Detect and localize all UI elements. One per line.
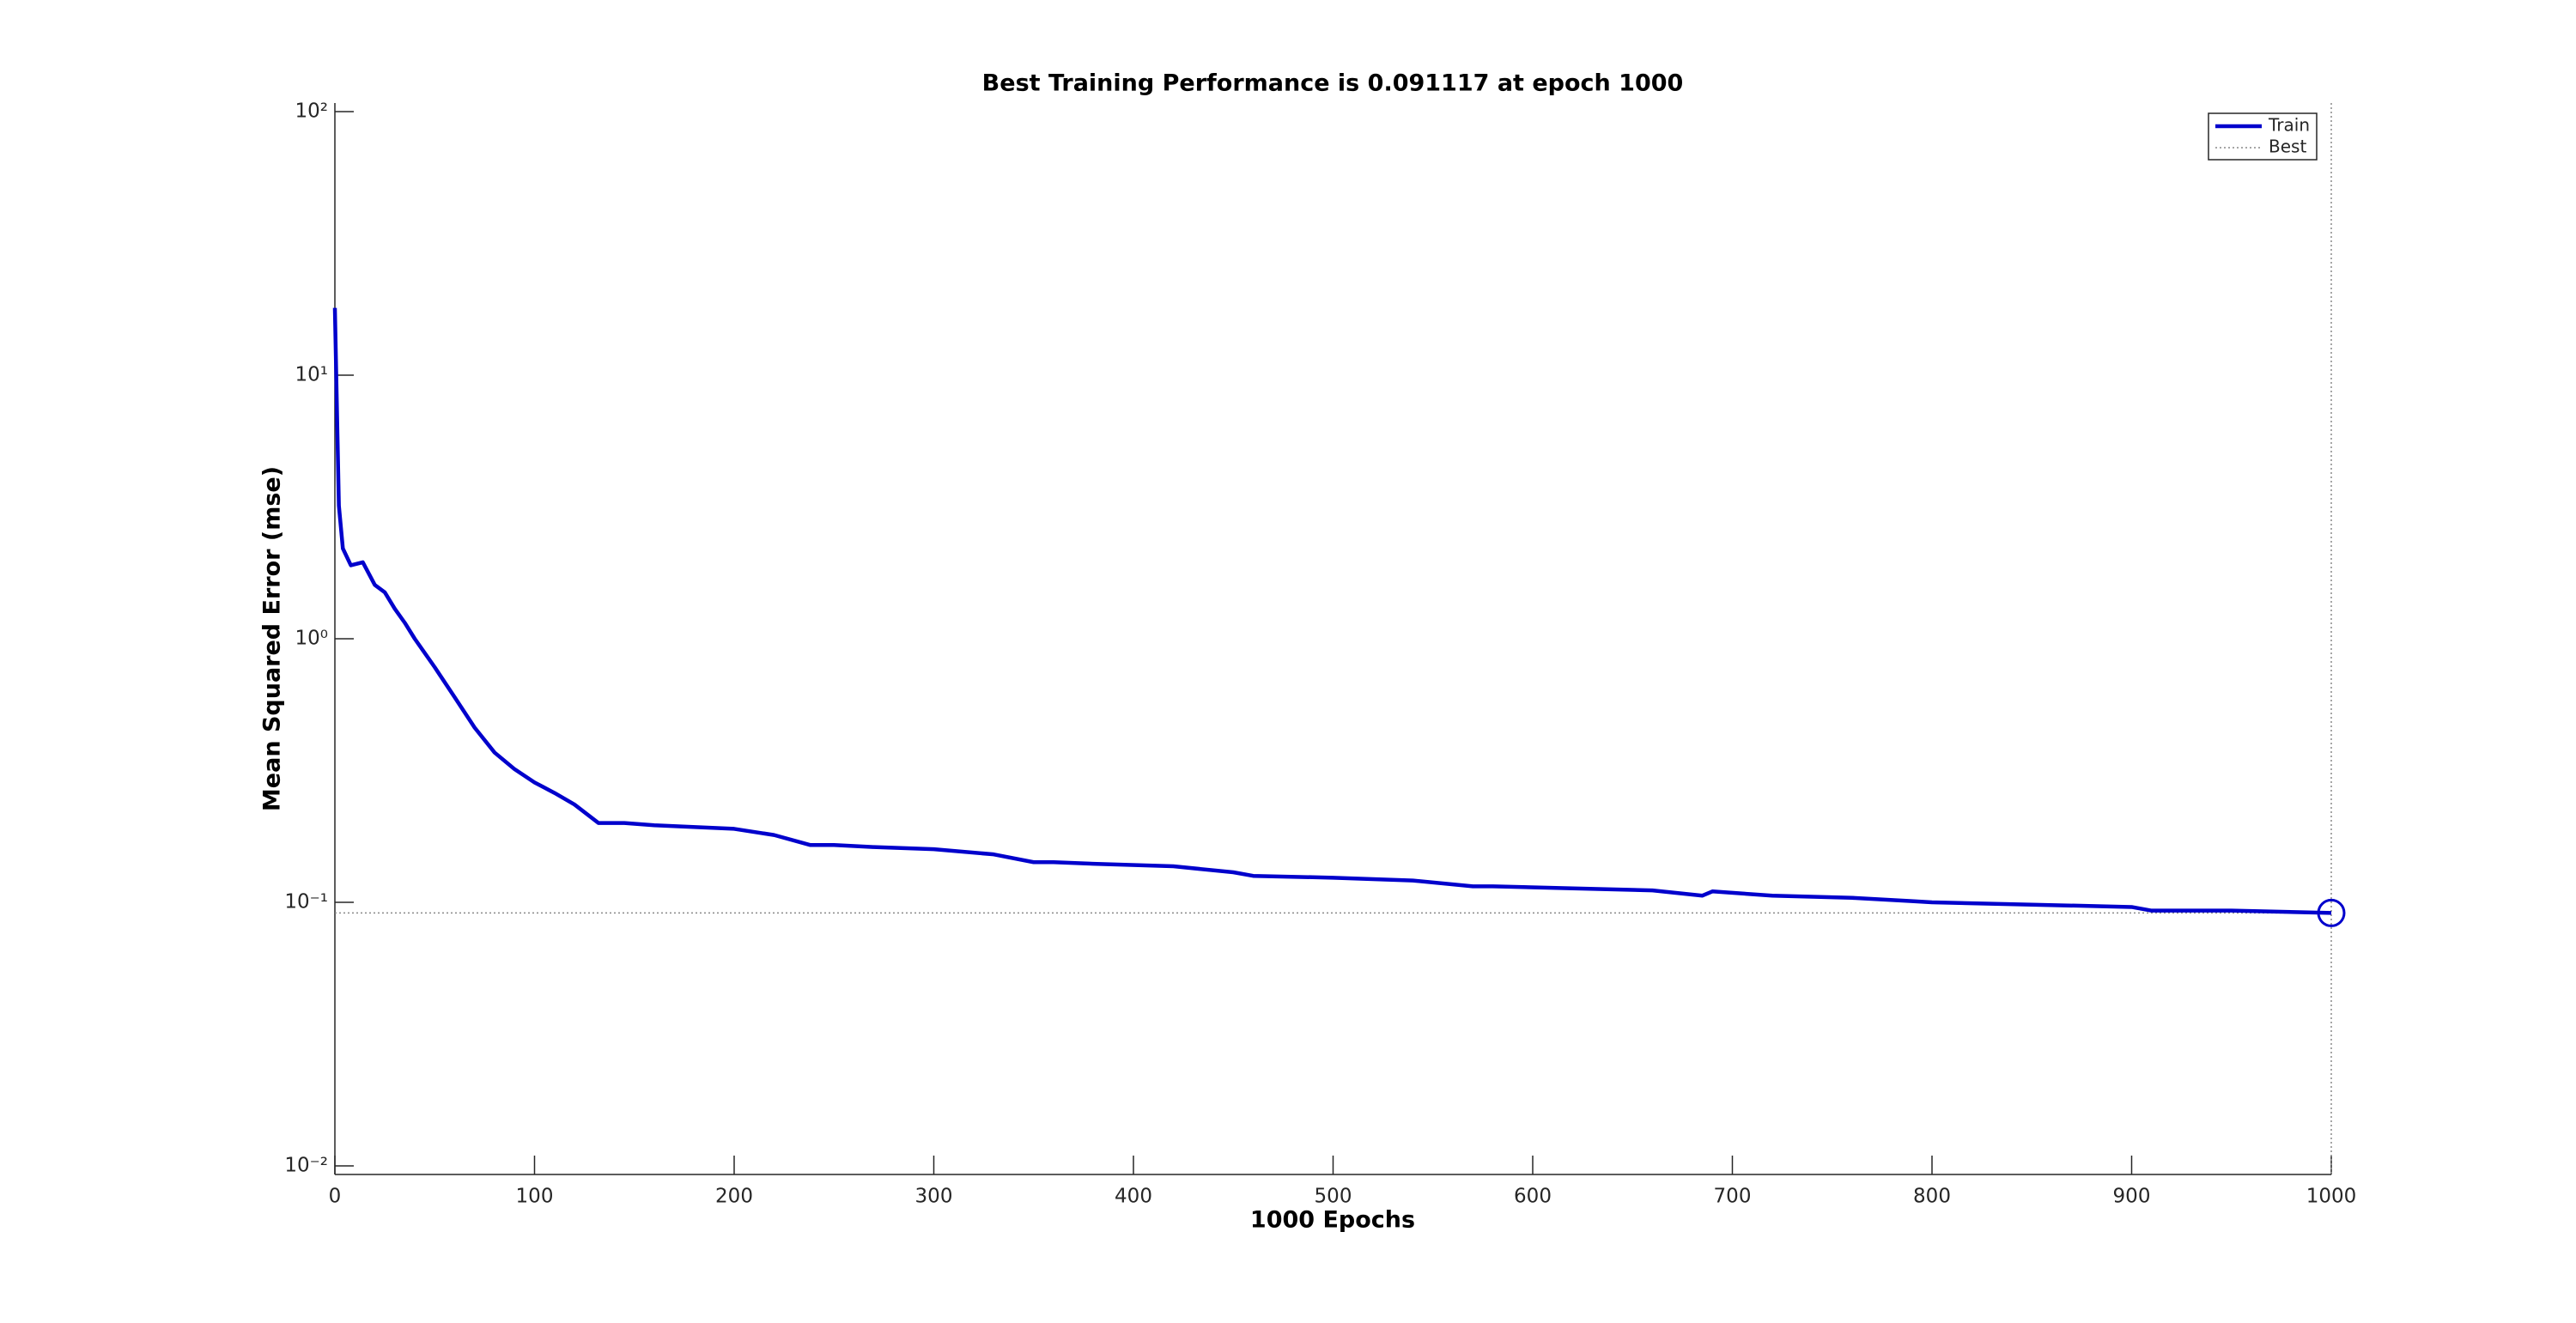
x-tick-label: 0 — [329, 1186, 342, 1208]
best-marker — [2317, 898, 2346, 927]
y-tick-label: 10⁻² — [284, 1155, 328, 1177]
y-axis-label: Mean Squared Error (mse) — [259, 466, 286, 811]
legend-label: Best — [2269, 137, 2306, 157]
x-tick-label: 800 — [1913, 1186, 1951, 1208]
x-tick-label: 1000 — [2306, 1186, 2357, 1208]
chart-title: Best Training Performance is 0.091117 at… — [982, 70, 1684, 97]
y-tick-label: 10¹ — [295, 364, 329, 386]
x-tick-label: 600 — [1514, 1186, 1552, 1208]
x-tick-label: 300 — [915, 1186, 953, 1208]
y-tick-label: 10² — [295, 100, 329, 123]
x-axis-label: 1000 Epochs — [1250, 1207, 1415, 1234]
y-tick-label: 10⁻¹ — [284, 891, 328, 913]
x-tick-label: 400 — [1115, 1186, 1152, 1208]
x-tick-label: 700 — [1714, 1186, 1752, 1208]
x-tick-label: 900 — [2113, 1186, 2151, 1208]
x-tick-label: 200 — [715, 1186, 753, 1208]
x-tick-label: 500 — [1315, 1186, 1352, 1208]
x-tick-label: 100 — [516, 1186, 554, 1208]
y-tick-label: 10⁰ — [295, 628, 329, 650]
legend-label: Train — [2268, 115, 2310, 136]
series-line — [332, 307, 2332, 915]
legend-box — [2208, 112, 2318, 161]
